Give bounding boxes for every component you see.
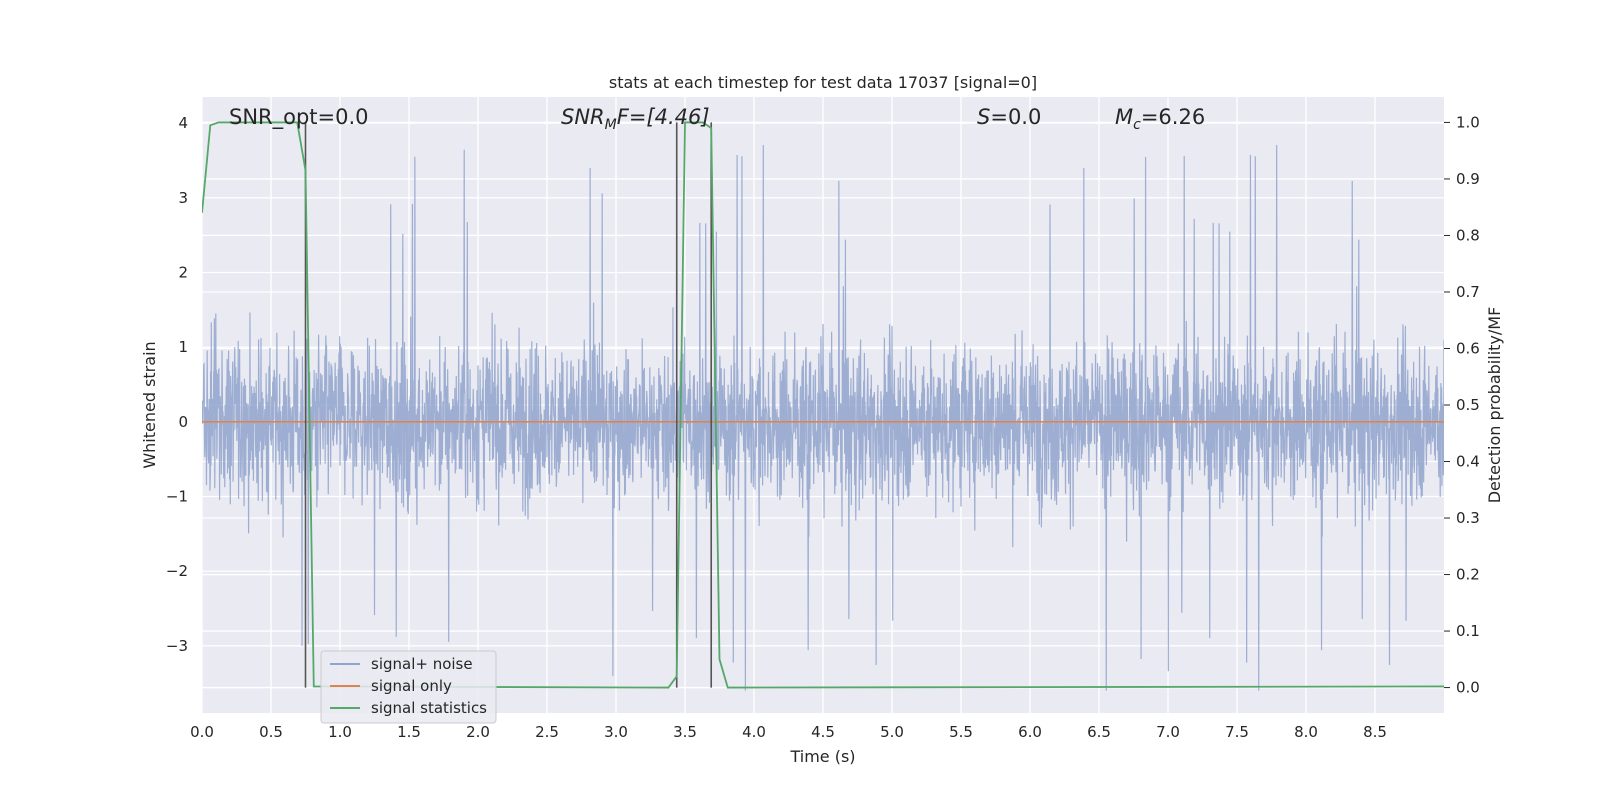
right-y-tick-label: 0.7: [1456, 283, 1480, 301]
x-tick-label: 8.5: [1363, 723, 1387, 741]
right-y-tick-label: 0.0: [1456, 679, 1480, 697]
right-y-axis-label: Detection probability/MF: [1485, 307, 1504, 504]
annotation-mc: Mc=6.26: [1115, 105, 1205, 133]
right-y-tick-label: 0.1: [1456, 622, 1480, 640]
x-ticks: 0.0 0.5 1.0 1.5 2.0 2.5 3.0 3.5 4.0 4.5 5.0 5.5 6.0 6…: [190, 723, 1387, 741]
x-tick-label: 8.0: [1294, 723, 1318, 741]
y-tick-label: 3: [178, 189, 188, 207]
legend: signal+ noise signal only signal statist…: [320, 650, 497, 724]
signal-statistics-series: [202, 121, 1444, 689]
y-tick-label: 1: [178, 338, 188, 356]
legend-label-signal-only: signal only: [371, 677, 452, 695]
signal-noise-trace: [202, 144, 1444, 691]
x-axis-label: Time (s): [789, 747, 855, 766]
x-tick-label: 5.0: [880, 723, 904, 741]
x-tick-label: 1.0: [328, 723, 352, 741]
right-y-ticks: 0.0 0.1 0.2 0.3 0.4 0.5 0.6 0.7 0.8 0.9 1.0: [1444, 113, 1480, 697]
y-axis-label: Whitened strain: [140, 341, 159, 468]
x-tick-label: 3.0: [604, 723, 628, 741]
x-tick-label: 0.5: [259, 723, 283, 741]
right-y-tick-label: 0.8: [1456, 226, 1480, 244]
legend-label-signal-noise: signal+ noise: [371, 655, 473, 673]
right-y-tick-label: 0.5: [1456, 396, 1480, 414]
right-y-tick-label: 0.3: [1456, 509, 1480, 527]
x-tick-label: 7.0: [1156, 723, 1180, 741]
x-tick-label: 6.5: [1087, 723, 1111, 741]
x-tick-label: 2.5: [535, 723, 559, 741]
right-y-tick-label: 0.6: [1456, 339, 1480, 357]
chart-title: stats at each timestep for test data 170…: [609, 73, 1037, 92]
x-tick-label: 3.5: [673, 723, 697, 741]
annotation-snr-mf: SNRMF=[4.46]: [561, 105, 710, 133]
x-tick-label: 4.5: [811, 723, 835, 741]
y-tick-label: 4: [178, 114, 188, 132]
x-tick-label: 2.0: [466, 723, 490, 741]
y-tick-label: −3: [166, 637, 188, 655]
annotation-snr-opt: SNR_opt=0.0: [229, 105, 369, 130]
y-tick-label: 0: [178, 413, 188, 431]
x-tick-label: 5.5: [949, 723, 973, 741]
signal-statistics-line: [202, 121, 1444, 689]
x-tick-label: 4.0: [742, 723, 766, 741]
x-tick-label: 7.5: [1225, 723, 1249, 741]
right-y-tick-label: 0.9: [1456, 170, 1480, 188]
y-tick-label: −1: [166, 487, 188, 505]
legend-box: [320, 650, 497, 724]
y-ticks: −3 −2 −1 0 1 2 3 4: [166, 114, 188, 655]
annotation-s: S=0.0: [977, 105, 1041, 129]
y-tick-label: −2: [166, 562, 188, 580]
signal-noise-series: [202, 144, 1444, 691]
right-y-tick-label: 0.4: [1456, 453, 1480, 471]
x-tick-label: 0.0: [190, 723, 214, 741]
x-tick-label: 6.0: [1018, 723, 1042, 741]
legend-label-signal-statistics: signal statistics: [371, 699, 487, 717]
x-tick-label: 1.5: [397, 723, 421, 741]
y-tick-label: 2: [178, 263, 188, 281]
right-y-tick-label: 0.2: [1456, 566, 1480, 584]
right-y-tick-label: 1.0: [1456, 113, 1480, 131]
